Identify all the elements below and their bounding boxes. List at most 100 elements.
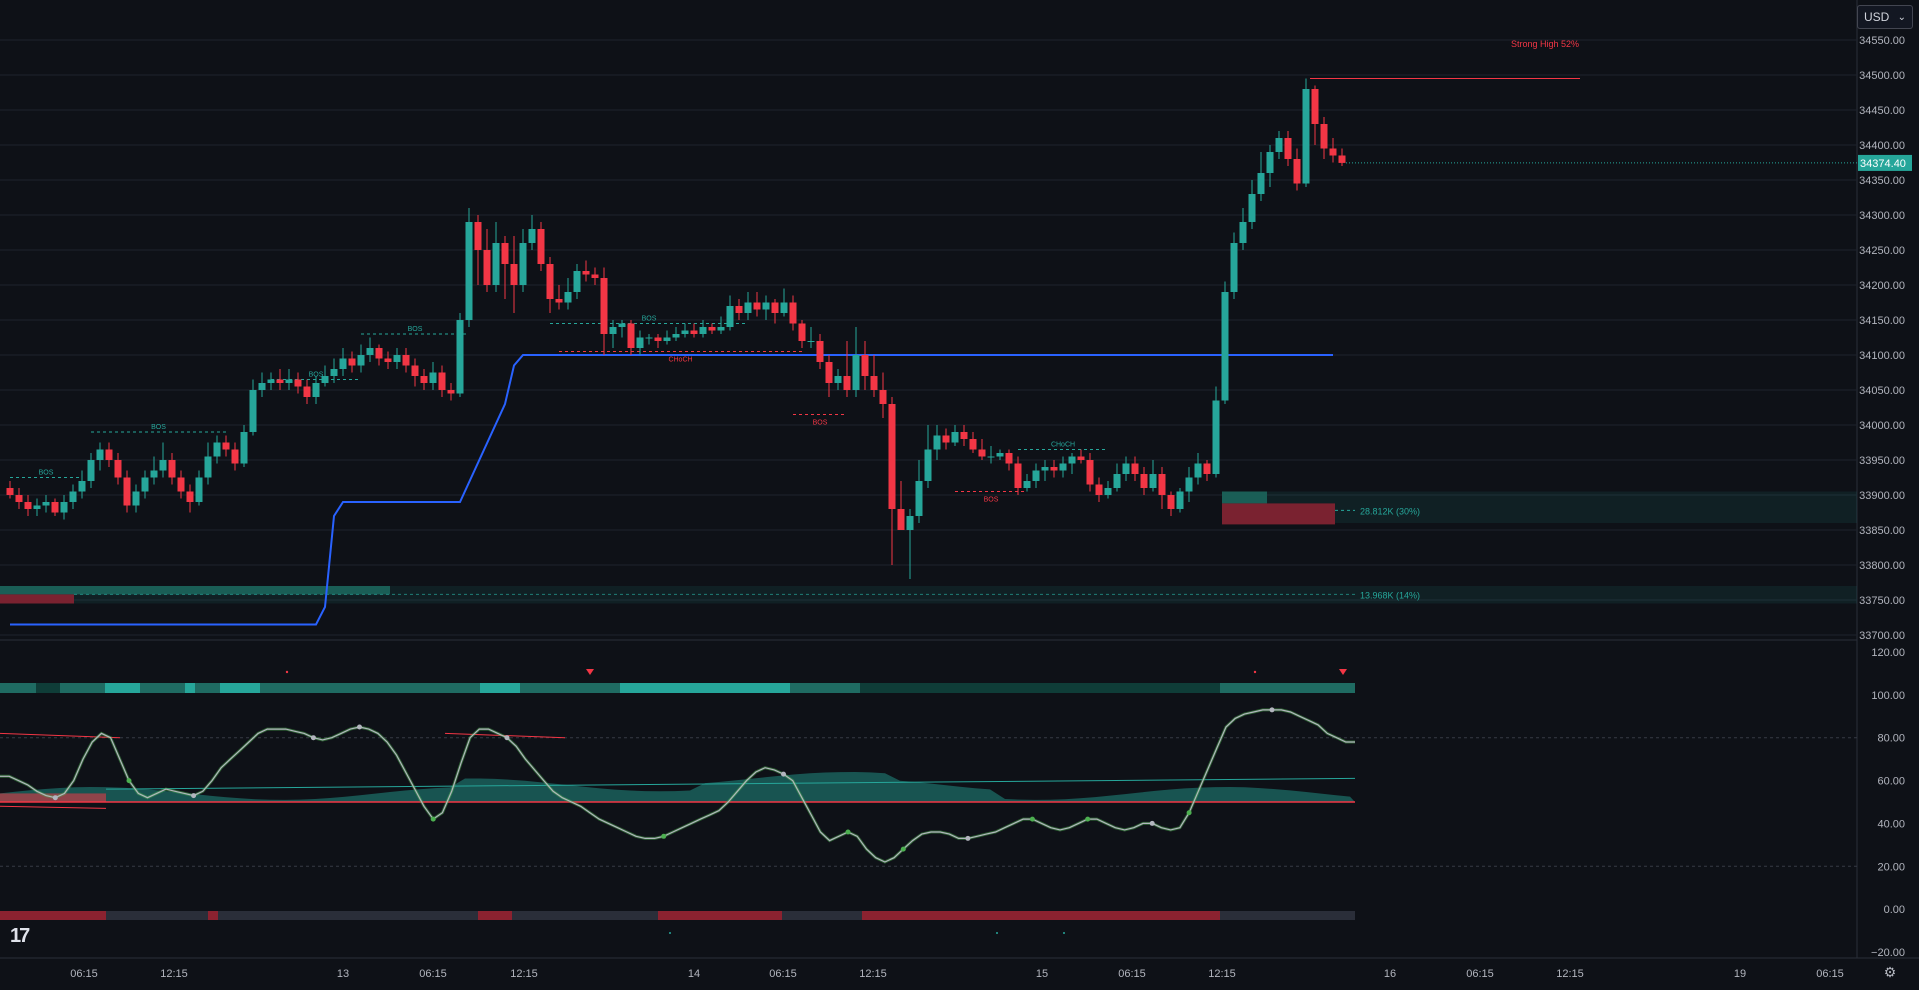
- candle: [528, 215, 536, 250]
- osc-dot: [310, 735, 316, 741]
- candle-body: [1023, 481, 1031, 488]
- candle: [195, 470, 203, 506]
- candle: [1086, 453, 1094, 492]
- candle-body: [1122, 463, 1130, 474]
- candle: [105, 442, 113, 467]
- structure-label: BOS: [642, 316, 657, 323]
- candle: [996, 449, 1004, 460]
- candle: [978, 439, 986, 460]
- candle-body: [1320, 124, 1328, 149]
- candle: [483, 229, 491, 292]
- osc-dot: [52, 795, 58, 801]
- osc-dot: [504, 735, 510, 741]
- candle-body: [672, 334, 680, 338]
- time-tick-label: 06:15: [1466, 968, 1494, 980]
- osc-tick-label: 120.00: [1871, 647, 1905, 659]
- candle-body: [816, 341, 824, 362]
- candle: [1257, 152, 1265, 201]
- candle: [699, 320, 707, 338]
- osc-tick-label: 60.00: [1877, 776, 1905, 788]
- candle: [1302, 78, 1310, 187]
- candle-body: [591, 274, 599, 278]
- heat-bar-bottom-segment: [0, 911, 106, 920]
- candle: [1194, 453, 1202, 485]
- price-tick-label: 33750.00: [1859, 595, 1905, 607]
- candle: [1329, 138, 1337, 163]
- candle: [438, 365, 446, 397]
- gear-icon[interactable]: ⚙: [1883, 964, 1897, 980]
- candle: [825, 355, 833, 397]
- candle: [555, 285, 563, 310]
- candle-body: [1266, 152, 1274, 173]
- price-tick-label: 34550.00: [1859, 35, 1905, 47]
- candle-body: [33, 505, 41, 509]
- osc-red-line-3: [0, 805, 107, 809]
- candle: [807, 327, 815, 348]
- candle-body: [312, 383, 320, 397]
- candle: [582, 260, 590, 282]
- candle-body: [267, 379, 275, 383]
- candle-body: [483, 250, 491, 285]
- candle: [861, 341, 869, 390]
- candle: [33, 498, 41, 516]
- candle-body: [348, 358, 356, 366]
- signal-dot: [1253, 670, 1257, 674]
- time-tick-label: 06:15: [1118, 968, 1146, 980]
- structure-label: BOS: [309, 372, 324, 379]
- osc-line-shadow: [0, 708, 1355, 864]
- candle-body: [1113, 474, 1121, 488]
- candle: [933, 425, 941, 460]
- candle: [42, 495, 50, 513]
- candle: [1149, 460, 1157, 492]
- candle-body: [879, 390, 887, 404]
- candle-body: [708, 327, 716, 331]
- osc-trend-line: [105, 777, 1356, 790]
- candle: [411, 358, 419, 387]
- ob-bear-block: [1222, 503, 1335, 525]
- candle-body: [717, 327, 725, 331]
- candle: [1095, 477, 1103, 502]
- heat-bar-segment: [140, 683, 185, 693]
- candle-body: [627, 323, 635, 348]
- candle: [222, 435, 230, 457]
- candle-body: [897, 509, 905, 530]
- candle-body: [807, 341, 815, 342]
- candle: [852, 327, 860, 397]
- candle-body: [1005, 453, 1013, 464]
- candle-body: [1059, 463, 1067, 471]
- candle-body: [195, 477, 203, 502]
- candle: [681, 323, 689, 338]
- ob-bull-block: [1222, 491, 1267, 504]
- candle-body: [852, 355, 860, 390]
- candle: [6, 481, 14, 499]
- candle-body: [1158, 474, 1166, 495]
- candle-body: [1248, 194, 1256, 222]
- price-tick-label: 34100.00: [1859, 350, 1905, 362]
- candle: [294, 372, 302, 394]
- candle: [879, 372, 887, 418]
- osc-dot: [357, 724, 362, 730]
- candle-body: [573, 271, 581, 292]
- osc-dot: [781, 771, 786, 777]
- candle: [942, 428, 950, 450]
- candle-body: [663, 337, 671, 341]
- structure-label: BOS: [984, 497, 999, 504]
- candle: [1230, 232, 1238, 299]
- candle: [537, 222, 545, 271]
- candle: [204, 442, 212, 485]
- currency-selector[interactable]: USD ⌄: [1857, 5, 1913, 29]
- sell-signal-marker: [1339, 669, 1347, 675]
- candle-body: [699, 327, 707, 334]
- candle: [285, 369, 293, 390]
- candle-body: [1176, 491, 1184, 509]
- heat-bar-segment: [105, 683, 140, 693]
- heat-bar-segment: [1220, 683, 1355, 693]
- candle-body: [888, 404, 896, 509]
- candle: [123, 470, 131, 513]
- candle-body: [474, 222, 482, 250]
- candle-body: [168, 460, 176, 478]
- candle-body: [321, 376, 329, 383]
- candle: [771, 299, 779, 324]
